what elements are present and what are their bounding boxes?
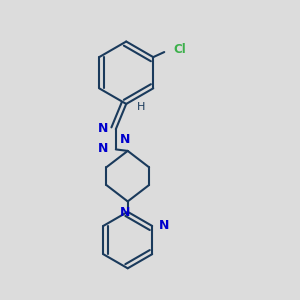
- Text: N: N: [120, 206, 130, 219]
- Text: Cl: Cl: [173, 43, 186, 56]
- Text: H: H: [136, 103, 145, 112]
- Text: N: N: [159, 219, 169, 232]
- Text: N: N: [98, 142, 108, 155]
- Text: N: N: [120, 134, 130, 146]
- Text: N: N: [98, 122, 108, 135]
